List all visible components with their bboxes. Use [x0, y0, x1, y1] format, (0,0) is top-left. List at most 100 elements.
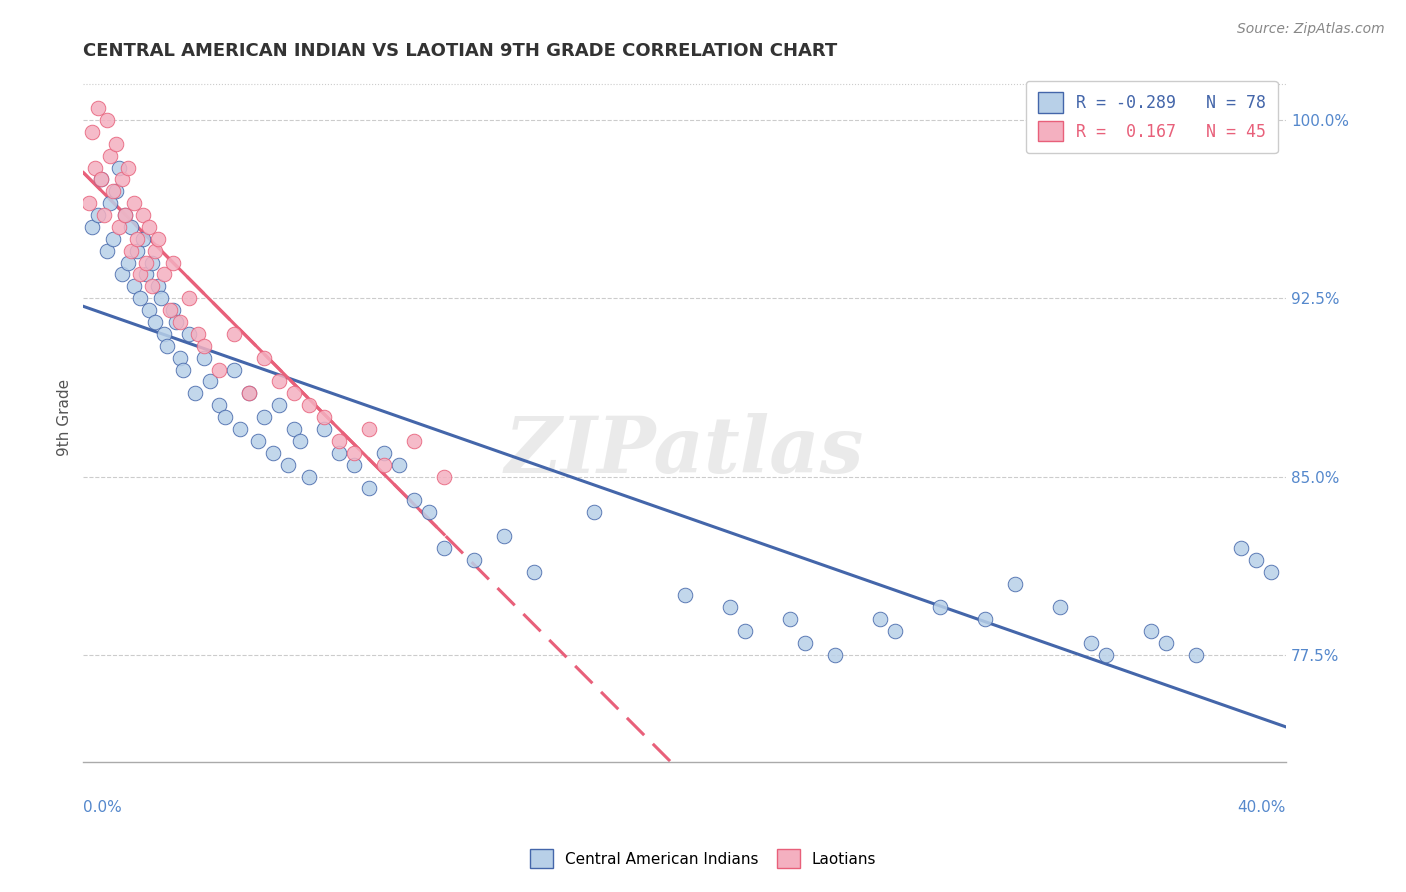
Point [150, 291, 173, 305]
Point [162, 303, 184, 318]
Point [87, 208, 110, 222]
Point [177, 326, 200, 341]
Point [103, 184, 125, 198]
Point [162, 255, 184, 269]
Point [253, 410, 276, 425]
Text: Source: ZipAtlas.com: Source: ZipAtlas.com [1237, 22, 1385, 37]
Point [87, 101, 110, 115]
Point [1049, 600, 1071, 615]
Point [124, 279, 146, 293]
Point [779, 612, 801, 626]
Point [277, 458, 299, 472]
Point [402, 434, 425, 448]
Point [105, 136, 128, 151]
Point [373, 458, 395, 472]
Point [373, 446, 395, 460]
Point [869, 612, 891, 626]
Point [974, 612, 997, 626]
Point [357, 482, 380, 496]
Point [127, 232, 149, 246]
Point [135, 255, 157, 269]
Point [207, 362, 229, 376]
Point [193, 351, 215, 365]
Point [328, 446, 350, 460]
Point [283, 386, 305, 401]
Point [148, 232, 170, 246]
Point [328, 434, 350, 448]
Point [357, 422, 380, 436]
Point [262, 446, 284, 460]
Point [267, 375, 290, 389]
Point [93, 208, 115, 222]
Point [96, 244, 118, 258]
Point [298, 469, 321, 483]
Point [111, 268, 134, 282]
Point [793, 636, 815, 650]
Y-axis label: 9th Grade: 9th Grade [58, 378, 72, 456]
Legend: Central American Indians, Laotians: Central American Indians, Laotians [522, 841, 884, 875]
Text: 0.0%: 0.0% [83, 800, 122, 814]
Point [141, 255, 163, 269]
Point [433, 469, 456, 483]
Point [108, 161, 131, 175]
Point [228, 422, 250, 436]
Point [238, 386, 260, 401]
Point [1154, 636, 1177, 650]
Point [172, 362, 194, 376]
Point [312, 410, 335, 425]
Point [153, 268, 176, 282]
Point [1080, 636, 1102, 650]
Point [177, 291, 200, 305]
Point [388, 458, 411, 472]
Point [283, 422, 305, 436]
Point [183, 386, 205, 401]
Point [145, 244, 167, 258]
Point [343, 458, 366, 472]
Point [129, 291, 152, 305]
Point [418, 505, 440, 519]
Point [288, 434, 311, 448]
Point [193, 339, 215, 353]
Text: CENTRAL AMERICAN INDIAN VS LAOTIAN 9TH GRADE CORRELATION CHART: CENTRAL AMERICAN INDIAN VS LAOTIAN 9TH G… [83, 42, 838, 60]
Point [98, 196, 121, 211]
Point [138, 219, 160, 234]
Point [108, 219, 131, 234]
Point [1184, 648, 1206, 662]
Point [198, 375, 221, 389]
Point [187, 326, 209, 341]
Point [494, 529, 516, 543]
Point [153, 326, 176, 341]
Point [120, 219, 142, 234]
Point [238, 386, 260, 401]
Text: ZIPatlas: ZIPatlas [505, 413, 865, 490]
Point [82, 125, 104, 139]
Point [718, 600, 741, 615]
Point [929, 600, 952, 615]
Point [98, 148, 121, 162]
Point [222, 362, 245, 376]
Point [1244, 553, 1267, 567]
Point [135, 268, 157, 282]
Point [141, 279, 163, 293]
Legend: R = -0.289   N = 78, R =  0.167   N = 45: R = -0.289 N = 78, R = 0.167 N = 45 [1026, 81, 1278, 153]
Point [156, 339, 179, 353]
Point [583, 505, 606, 519]
Point [402, 493, 425, 508]
Point [117, 255, 139, 269]
Point [1004, 576, 1026, 591]
Point [90, 172, 112, 186]
Point [124, 196, 146, 211]
Point [1094, 648, 1116, 662]
Point [673, 588, 696, 602]
Point [90, 172, 112, 186]
Point [433, 541, 456, 555]
Point [169, 351, 191, 365]
Text: 40.0%: 40.0% [1237, 800, 1286, 814]
Point [148, 279, 170, 293]
Point [207, 398, 229, 412]
Point [114, 208, 136, 222]
Point [214, 410, 236, 425]
Point [120, 244, 142, 258]
Point [132, 232, 155, 246]
Point [132, 208, 155, 222]
